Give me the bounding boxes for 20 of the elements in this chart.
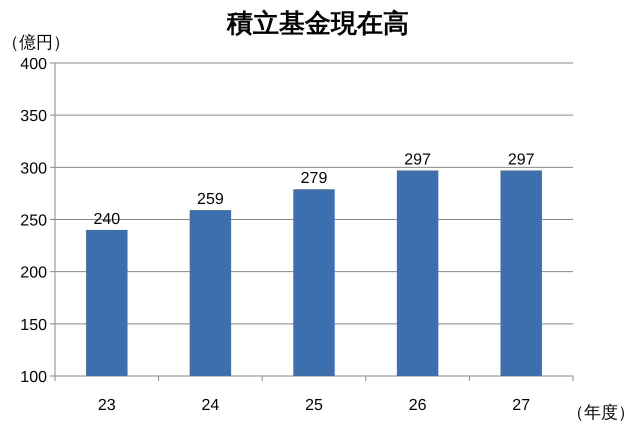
x-axis-title: （年度）	[567, 403, 635, 422]
x-tick-label: 25	[305, 397, 323, 414]
chart-title: 積立基金現在高	[226, 8, 409, 38]
y-tick-label: 300	[20, 160, 48, 178]
y-tick-label: 250	[20, 212, 48, 230]
y-tick-label: 400	[20, 56, 48, 73]
y-tick-label: 150	[20, 316, 48, 334]
data-label: 279	[300, 170, 328, 188]
y-tick-label: 350	[20, 108, 48, 126]
x-tick-label: 26	[408, 397, 427, 414]
x-tick-label: 24	[202, 397, 220, 414]
y-axis-title: （億円）	[2, 33, 70, 52]
x-tick-label: 23	[98, 397, 116, 414]
data-label: 240	[93, 210, 120, 228]
y-tick-label: 200	[20, 264, 48, 282]
data-label: 297	[404, 151, 432, 168]
data-label: 297	[508, 151, 535, 168]
data-label: 259	[197, 191, 224, 208]
x-tick-label: 27	[512, 397, 530, 414]
y-tick-label: 100	[20, 369, 48, 386]
